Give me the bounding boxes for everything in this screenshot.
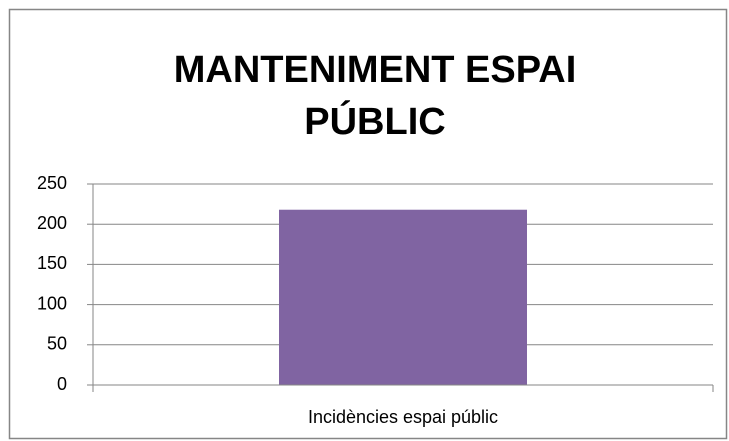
x-tick-label: Incidències espai públic: [308, 407, 498, 427]
y-tick-label: 50: [47, 334, 67, 354]
y-tick-label: 150: [37, 253, 67, 273]
y-tick-label: 0: [57, 374, 67, 394]
chart-title: MANTENIMENT ESPAI PÚBLIC: [173, 49, 577, 143]
y-tick-label: 100: [37, 293, 67, 313]
y-tick-label: 250: [37, 173, 67, 193]
y-tick-label: 200: [37, 213, 67, 233]
bar: [279, 209, 527, 385]
